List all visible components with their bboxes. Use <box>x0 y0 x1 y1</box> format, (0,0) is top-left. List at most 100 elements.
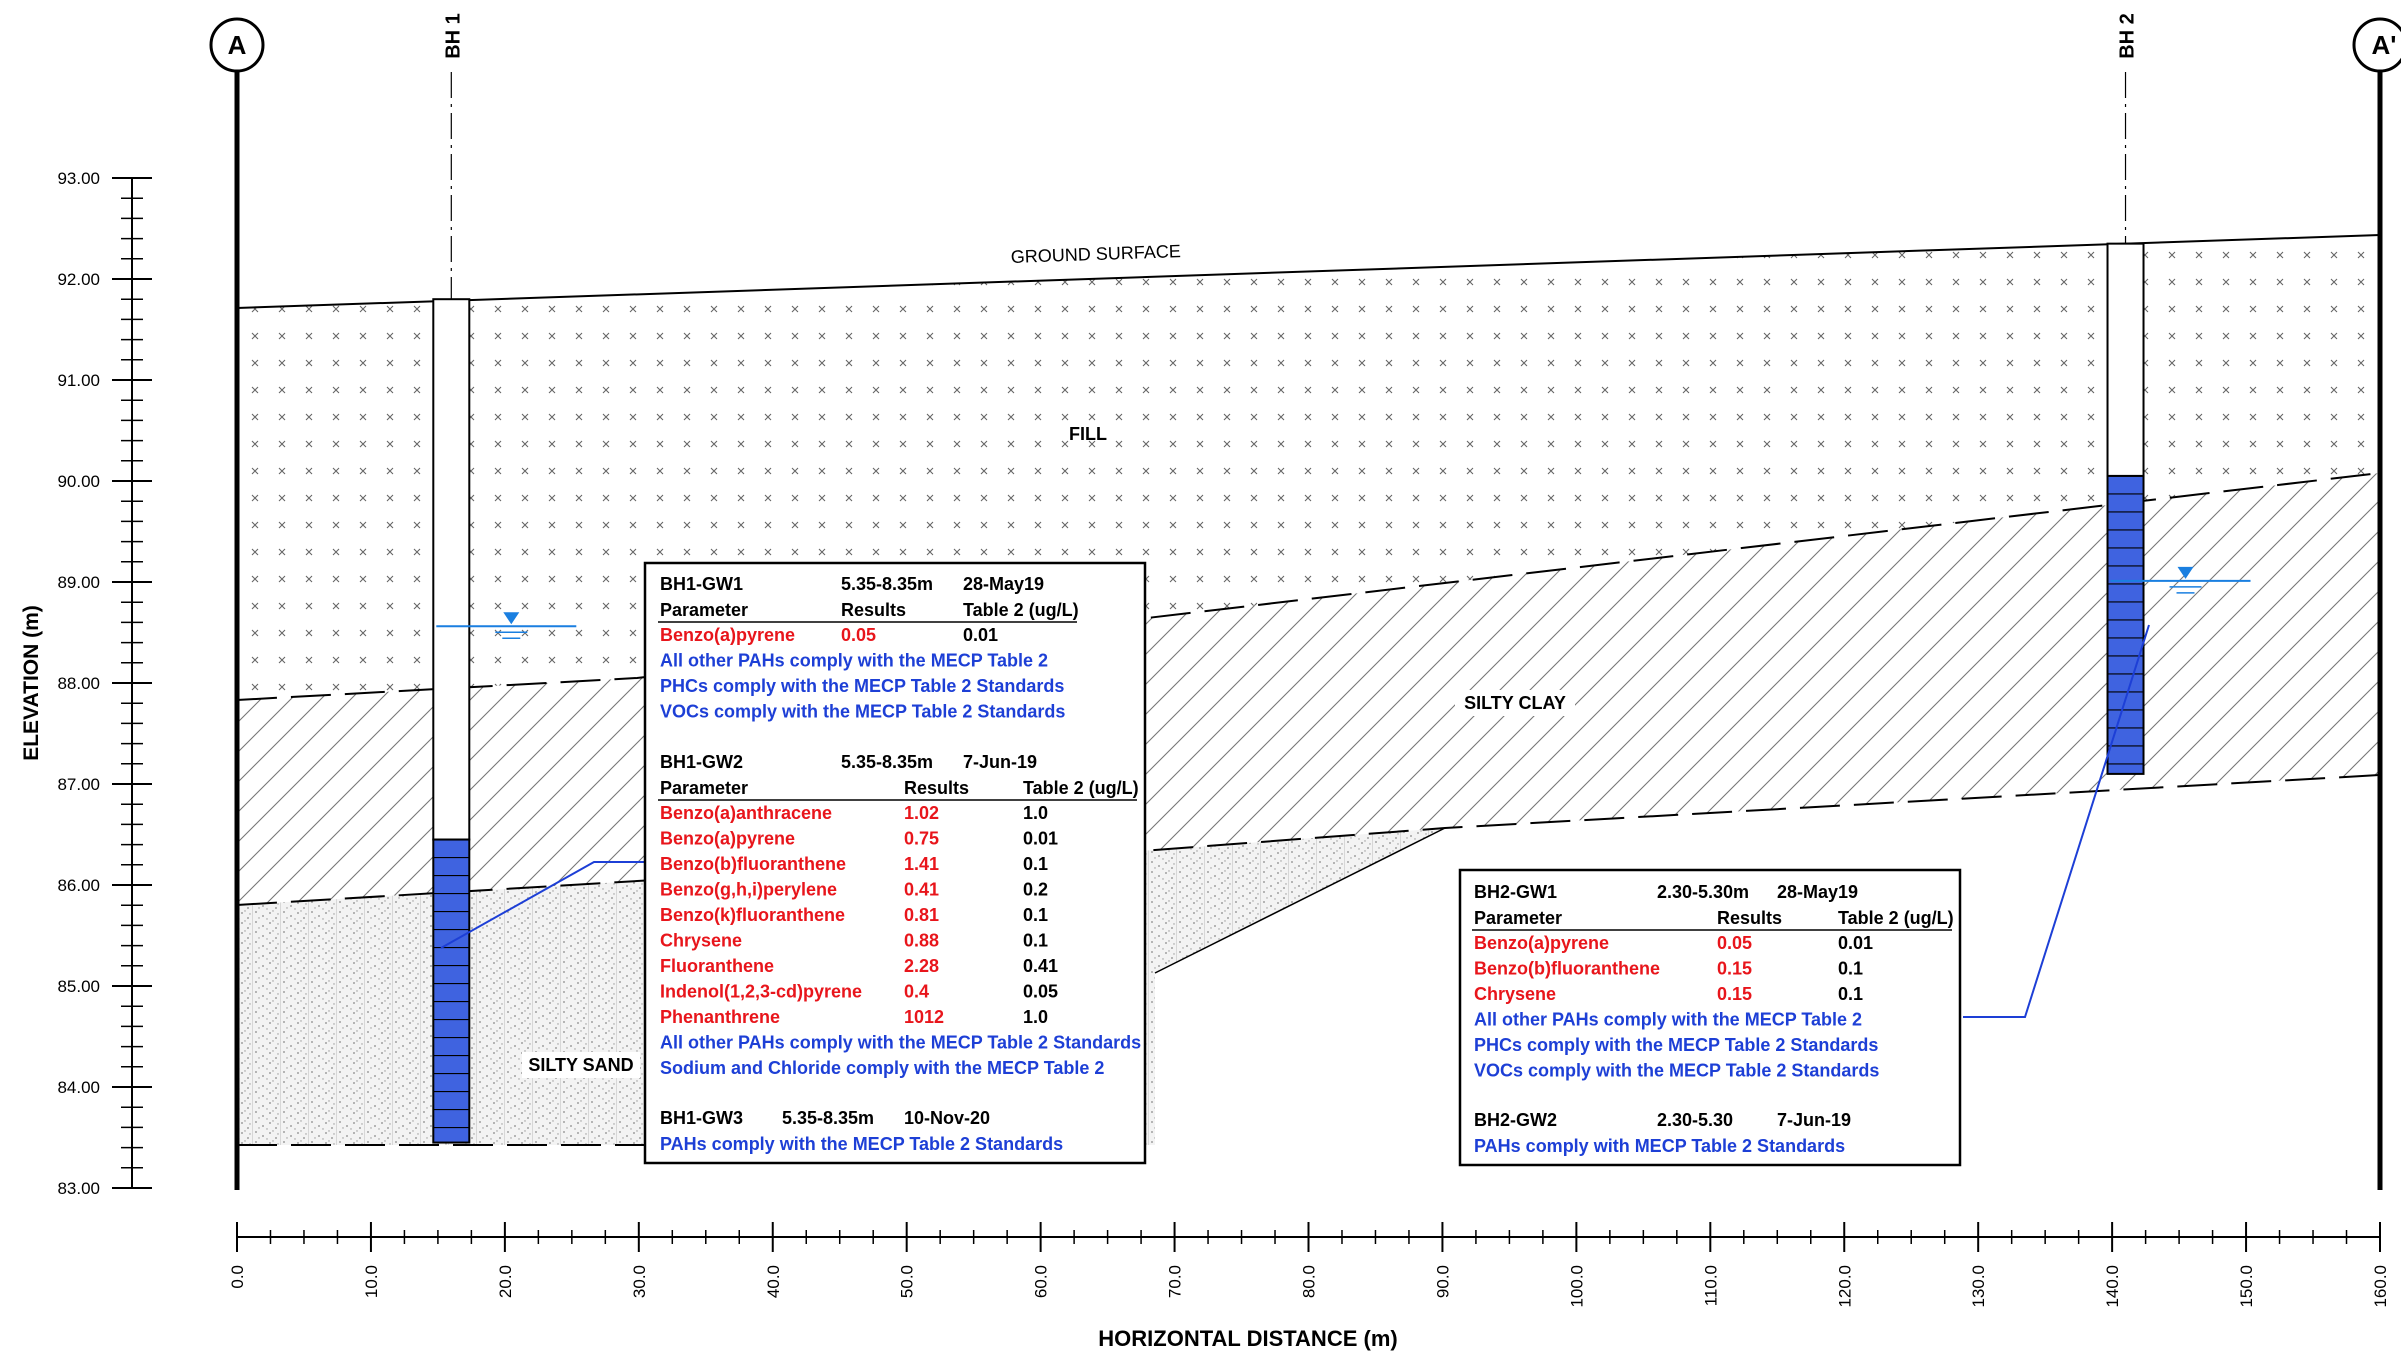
water-level-triangle <box>503 612 520 625</box>
param-standard: 0.1 <box>1838 959 1863 979</box>
clay-bottom-boundary <box>1154 827 1446 974</box>
compliance-note: All other PAHs comply with the MECP Tabl… <box>660 1033 1141 1053</box>
bh2-gw2-depth: 2.30-5.30 <box>1657 1110 1733 1130</box>
bh1-gw2-date: 7-Jun-19 <box>963 752 1037 772</box>
compliance-note: PHCs comply with the MECP Table 2 Standa… <box>660 676 1064 696</box>
param-standard: 0.1 <box>1023 931 1048 951</box>
bh1-gw3-date: 10-Nov-20 <box>904 1108 990 1128</box>
borehole-2: BH 2 <box>2106 13 2251 775</box>
marker-a-label: A <box>228 30 247 60</box>
x-tick-label: 110.0 <box>1701 1265 1720 1306</box>
bh1-gw2-col-param: Parameter <box>660 778 748 798</box>
y-tick-label: 89.00 <box>57 573 100 592</box>
marker-a-circle <box>209 17 265 73</box>
bh1-gw2-col-std: Table 2 (ug/L) <box>1023 778 1139 798</box>
borehole-screen <box>432 838 471 1144</box>
y-tick-label: 84.00 <box>57 1078 100 1097</box>
borehole-screen <box>2106 474 2145 775</box>
fill-label: FILL <box>1069 424 1107 444</box>
y-axis: 93.00 92.00 91.00 90.00 89.00 88.00 87.00 86.00… <box>57 169 152 1198</box>
bh1-gw1-title: BH1-GW1 <box>660 574 743 594</box>
bh1-gw1-depth: 5.35-8.35m <box>841 574 933 594</box>
bh1-gw1-date: 28-May19 <box>963 574 1044 594</box>
param-standard: 0.05 <box>1023 982 1058 1002</box>
bh2-gw2-note: PAHs comply with MECP Table 2 Standards <box>1474 1136 1845 1156</box>
param-result: 1.02 <box>904 803 939 823</box>
boreholes-layer: BH 1 BH 2 <box>432 13 2251 1144</box>
bh1-gw2-col-results: Results <box>904 778 969 798</box>
param-name: Chrysene <box>660 931 742 951</box>
x-tick-label: 70.0 <box>1166 1265 1185 1298</box>
y-tick-label: 88.00 <box>57 674 100 693</box>
y-tick-label: 91.00 <box>57 371 100 390</box>
bh2-gw1-col-param: Parameter <box>1474 908 1562 928</box>
y-tick-label: 92.00 <box>57 270 100 289</box>
bh2-results-box: BH2-GW1 2.30-5.30m 28-May19 Parameter Re… <box>1458 868 1962 1167</box>
param-result: 2.28 <box>904 956 939 976</box>
marker-a-prime-label: A' <box>2372 30 2397 60</box>
param-standard: 1.0 <box>1023 1007 1048 1027</box>
y-tick-label: 86.00 <box>57 876 100 895</box>
y-tick-label: 90.00 <box>57 472 100 491</box>
y-tick-label: 87.00 <box>57 775 100 794</box>
y-tick-label: 83.00 <box>57 1179 100 1198</box>
borehole-label: BH 1 <box>442 13 464 59</box>
param-name: Indenol(1,2,3-cd)pyrene <box>660 982 862 1002</box>
param-name: Benzo(b)fluoranthene <box>660 854 846 874</box>
x-tick-label: 0.0 <box>228 1265 247 1289</box>
bh2-gw1-col-results: Results <box>1717 908 1782 928</box>
bh2-gw1-rows: Benzo(a)pyrene 0.05 0.01 Benzo(b)fluoranthe… <box>1474 933 1879 1081</box>
silty-clay-label-bg <box>1455 690 1575 716</box>
borehole-label: BH 2 <box>2117 13 2139 59</box>
param-standard: 0.1 <box>1023 854 1048 874</box>
x-tick-label: 90.0 <box>1433 1265 1452 1298</box>
param-name: Phenanthrene <box>660 1007 780 1027</box>
compliance-note: Sodium and Chloride comply with the MECP… <box>660 1058 1104 1078</box>
compliance-note: PHCs comply with the MECP Table 2 Standa… <box>1474 1035 1878 1055</box>
param-name: Fluoranthene <box>660 956 774 976</box>
bh1-gw3-title: BH1-GW3 <box>660 1108 743 1128</box>
param-standard: 0.01 <box>963 625 998 645</box>
param-name: Benzo(a)anthracene <box>660 803 832 823</box>
x-tick-label: 100.0 <box>1567 1265 1586 1308</box>
y-tick-label: 85.00 <box>57 977 100 996</box>
x-tick-label: 30.0 <box>630 1265 649 1298</box>
ground-surface-label: GROUND SURFACE <box>1010 241 1181 267</box>
bh1-leader-line <box>440 861 645 949</box>
param-result: 1012 <box>904 1007 944 1027</box>
param-result: 0.81 <box>904 905 939 925</box>
silty-sand-label-bg <box>522 1052 640 1078</box>
borehole-riser <box>432 298 471 841</box>
bh2-gw1-depth: 2.30-5.30m <box>1657 882 1749 902</box>
x-tick-label: 150.0 <box>2237 1265 2256 1308</box>
borehole-riser <box>2106 242 2145 477</box>
param-result: 0.75 <box>904 829 939 849</box>
param-name: Benzo(b)fluoranthene <box>1474 959 1660 979</box>
param-result: 0.05 <box>841 625 876 645</box>
silty-sand-label: SILTY SAND <box>528 1055 633 1075</box>
ground-surface-line <box>236 234 2381 309</box>
param-result: 0.4 <box>904 982 929 1002</box>
bh1-gw1-rows: Benzo(a)pyrene 0.05 0.01 All other PAHs com… <box>660 625 1065 722</box>
bh1-gw3-depth: 5.35-8.35m <box>782 1108 874 1128</box>
param-name: Benzo(k)fluoranthene <box>660 905 845 925</box>
bh1-gw2-depth: 5.35-8.35m <box>841 752 933 772</box>
marker-a-prime-circle <box>2352 17 2401 73</box>
bh1-gw1-col-results: Results <box>841 600 906 620</box>
water-level-triangle <box>2177 566 2194 579</box>
param-name: Benzo(a)pyrene <box>660 625 795 645</box>
bh2-gw1-col-std: Table 2 (ug/L) <box>1838 908 1954 928</box>
param-standard: 0.01 <box>1023 829 1058 849</box>
x-tick-label: 50.0 <box>898 1265 917 1298</box>
x-tick-label: 120.0 <box>1835 1265 1854 1308</box>
param-result: 0.88 <box>904 931 939 951</box>
param-standard: 0.1 <box>1023 905 1048 925</box>
x-axis-label: HORIZONTAL DISTANCE (m) <box>1098 1326 1397 1351</box>
param-name: Benzo(a)pyrene <box>1474 933 1609 953</box>
x-tick-label: 60.0 <box>1032 1265 1051 1298</box>
param-standard: 0.1 <box>1838 984 1863 1004</box>
y-axis-label: ELEVATION (m) <box>20 605 43 761</box>
param-result: 1.41 <box>904 854 939 874</box>
